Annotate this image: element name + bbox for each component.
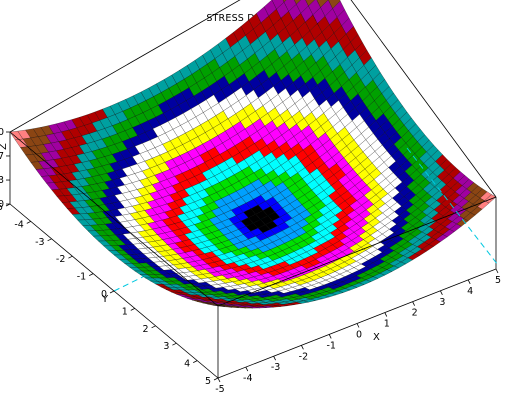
z-tick-label: 7.00 <box>0 127 4 138</box>
x-tick <box>412 301 415 306</box>
x-tick <box>440 290 443 295</box>
z-tick-label: 4.67 <box>0 151 4 162</box>
y-axis-label: Y <box>101 294 109 305</box>
z-tick-label: 0.00 <box>0 199 4 210</box>
y-tick-label: -1 <box>77 272 86 283</box>
y-tick-label: 1 <box>122 306 128 317</box>
x-tick <box>273 356 276 361</box>
y-tick <box>130 308 135 311</box>
z-tick-label: 2.33 <box>0 175 4 186</box>
y-tick <box>151 325 156 329</box>
x-tick-label: -5 <box>215 384 224 395</box>
x-axis-label: X <box>373 332 380 343</box>
y-tick-label: -3 <box>35 237 44 248</box>
x-tick-label: 1 <box>384 319 390 330</box>
y-tick <box>47 238 52 242</box>
x-tick <box>245 366 249 372</box>
y-tick-label: 2 <box>143 324 149 335</box>
y-tick-label: -5 <box>0 202 3 213</box>
y-tick <box>68 255 73 259</box>
axis-ticks: -5 -4 -3 -2 -1 0 1 2 3 4 5 -5 -4 -3 -2 -1 0 1 2 3 4 5 0.00 2.33… <box>0 127 501 395</box>
x-tick-label: 4 <box>467 286 473 297</box>
x-tick <box>467 279 471 285</box>
x-tick-label: 3 <box>439 297 445 308</box>
x-tick-label: -3 <box>271 362 280 373</box>
x-tick-label: -4 <box>243 373 252 384</box>
frame-edge <box>217 196 497 307</box>
x-tick-label: -1 <box>326 340 335 351</box>
x-tick <box>356 323 360 328</box>
y-tick-label: 4 <box>184 359 190 370</box>
frame-edge <box>350 0 497 198</box>
z-axis-label: Z <box>0 143 9 150</box>
y-tick <box>172 342 177 346</box>
y-tick <box>89 273 94 276</box>
x-tick-label: 5 <box>495 275 501 286</box>
y-tick-label: -2 <box>56 254 65 265</box>
frame-edge <box>9 131 219 307</box>
y-tick-label: 5 <box>205 376 211 387</box>
x-tick-label: 0 <box>356 330 362 341</box>
x-tick <box>217 377 221 383</box>
x-tick <box>384 312 388 317</box>
frame-edge <box>9 0 241 133</box>
y-tick-label: 3 <box>163 341 169 352</box>
x-axis-line-end <box>406 147 499 266</box>
y-tick-label: 0 <box>101 289 107 300</box>
y-tick <box>109 290 115 294</box>
y-tick <box>213 377 219 381</box>
y-tick-label: -4 <box>14 219 23 230</box>
x-tick-label: -2 <box>299 351 308 362</box>
x-tick <box>495 268 499 274</box>
surface-mesh <box>9 0 497 309</box>
y-tick <box>193 360 198 363</box>
x-tick <box>301 345 304 350</box>
x-tick <box>328 334 332 339</box>
axis-labels: Y X Z <box>0 143 380 343</box>
y-tick <box>26 221 31 224</box>
x-tick-label: 2 <box>412 308 418 319</box>
